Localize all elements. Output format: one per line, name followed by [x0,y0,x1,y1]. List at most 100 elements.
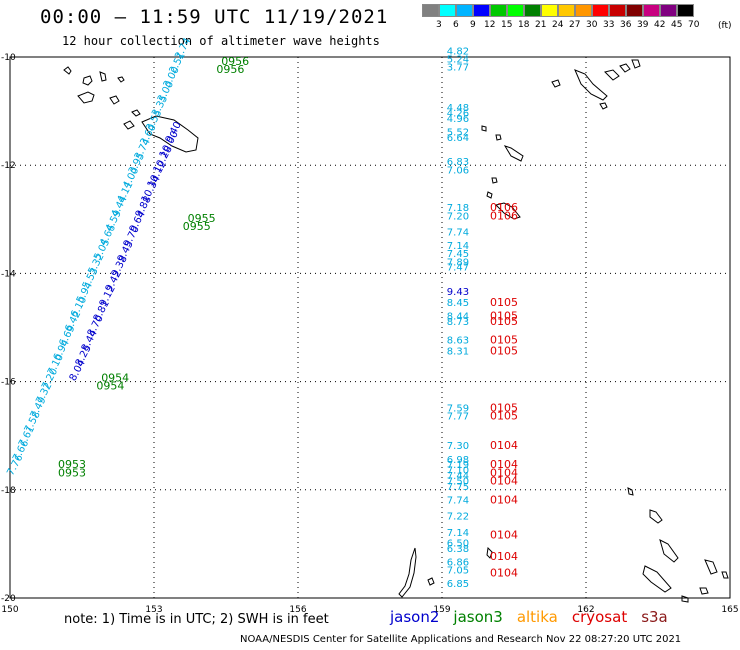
time-label: 0953 [58,466,86,479]
legend-swatch [609,4,626,17]
time-label: 0955 [183,220,211,233]
time-label: 0105 [490,401,518,414]
lon-tick-label: 156 [289,605,306,615]
swh-label: 7.50 [447,476,469,487]
coastline [77,91,95,104]
coastline [109,95,120,105]
swh-label: 6.86 [447,558,469,569]
lon-tick-label: 150 [1,605,18,615]
coastline [398,547,417,598]
swh-label: 7.45 [447,249,469,260]
legend-label: 6 [453,20,459,30]
legend-label: 39 [637,20,649,30]
swh-label: 7.10 [447,466,469,477]
legend-label: 18 [518,20,530,30]
swh-label: 4.26 [447,109,469,120]
legend-label: 30 [586,20,598,30]
legend-label: 15 [501,20,513,30]
lon-tick-label: 165 [721,605,738,615]
lat-tick-label: -20 [1,594,16,604]
coastline [503,145,524,162]
swh-label: 4.48 [447,103,469,114]
swh-label: 7.18 [447,203,469,214]
legend-label: 3 [436,20,442,30]
legend-label: 27 [569,20,581,30]
coastline [117,76,125,83]
legend-swatch [541,4,558,17]
time-label: 0956 [216,63,244,76]
swh-label: 6.50 [447,539,469,550]
coastline [123,120,135,130]
legend-swatch [507,4,524,17]
swh-label: 8.04 [68,358,88,383]
legend-swatch [524,4,541,17]
swh-label: 7.44 [447,471,469,482]
swh-label: 7.74 [447,228,469,239]
swh-label: 7.14 [447,241,469,252]
coastline [649,509,663,524]
legend-swatch [558,4,575,17]
swh-label: 7.77 [447,411,469,422]
coastline [619,63,631,73]
swh-label: 7.05 [447,566,469,577]
coastline [99,71,107,82]
time-label: 0106 [490,209,518,222]
swh-label: 5.24 [447,54,469,65]
lat-tick-label: -10 [1,53,16,63]
time-label: 0105 [490,309,518,322]
legend-swatch [439,4,456,17]
legend-swatch [575,4,592,17]
swh-label: 6.83 [447,157,469,168]
time-label: 0105 [490,345,518,358]
coastline [486,191,493,199]
coastline [427,577,435,586]
legend-unit: (ft) [718,21,732,31]
swh-label: 8.45 [447,298,469,309]
time-label: 0104 [490,458,518,471]
legend-swatches [422,4,694,17]
time-label: 0956 [221,55,249,68]
legend-swatch [592,4,609,17]
time-label: 0954 [96,380,124,393]
swh-label: 7.20 [447,211,469,222]
time-label: 0104 [490,474,518,487]
map-title: 00:00 – 11:59 UTC 11/19/2021 [40,6,389,28]
time-label: 0105 [490,334,518,347]
coastline [495,202,521,220]
legend-label: 9 [470,20,476,30]
satellite-label-jason2: jason2 [390,608,440,626]
swh-label: 7.47 [447,263,469,274]
swh-label: 7.06 [447,165,469,176]
swh-label: 6.64 [447,133,469,144]
swh-label: 7.30 [447,441,469,452]
swh-label: 7.59 [447,403,469,414]
satellite-label-altika: altika [516,608,558,626]
map-subtitle: 12 hour collection of altimeter wave hei… [62,34,380,48]
lon-tick-label: 162 [577,605,594,615]
swh-label: 8.31 [447,347,469,358]
lat-tick-label: -14 [1,269,16,279]
legend-swatch [422,4,439,17]
legend-swatch [643,4,660,17]
legend-swatch [473,4,490,17]
coastline [486,546,493,559]
time-label: 0105 [490,315,518,328]
coastline [495,134,502,141]
legend-label: 45 [671,20,683,30]
swh-label: 7.89 [447,257,469,268]
swh-label: 3.77 [447,63,469,74]
coastline [681,595,689,603]
coastline [631,59,641,69]
time-label: 0104 [490,528,518,541]
time-label: 0104 [490,466,518,479]
legend-labels: 3 6 9 12 15 18 21 24 27 30 33 36 39 42 45 70 [422,17,699,31]
legend-label: 21 [535,20,547,30]
coastline [481,125,487,132]
time-label: 0105 [490,409,518,422]
legend-swatch [626,4,643,17]
lon-tick-label: 159 [433,605,450,615]
swh-label: 8.63 [447,336,469,347]
swh-label: 8.44 [447,311,469,322]
